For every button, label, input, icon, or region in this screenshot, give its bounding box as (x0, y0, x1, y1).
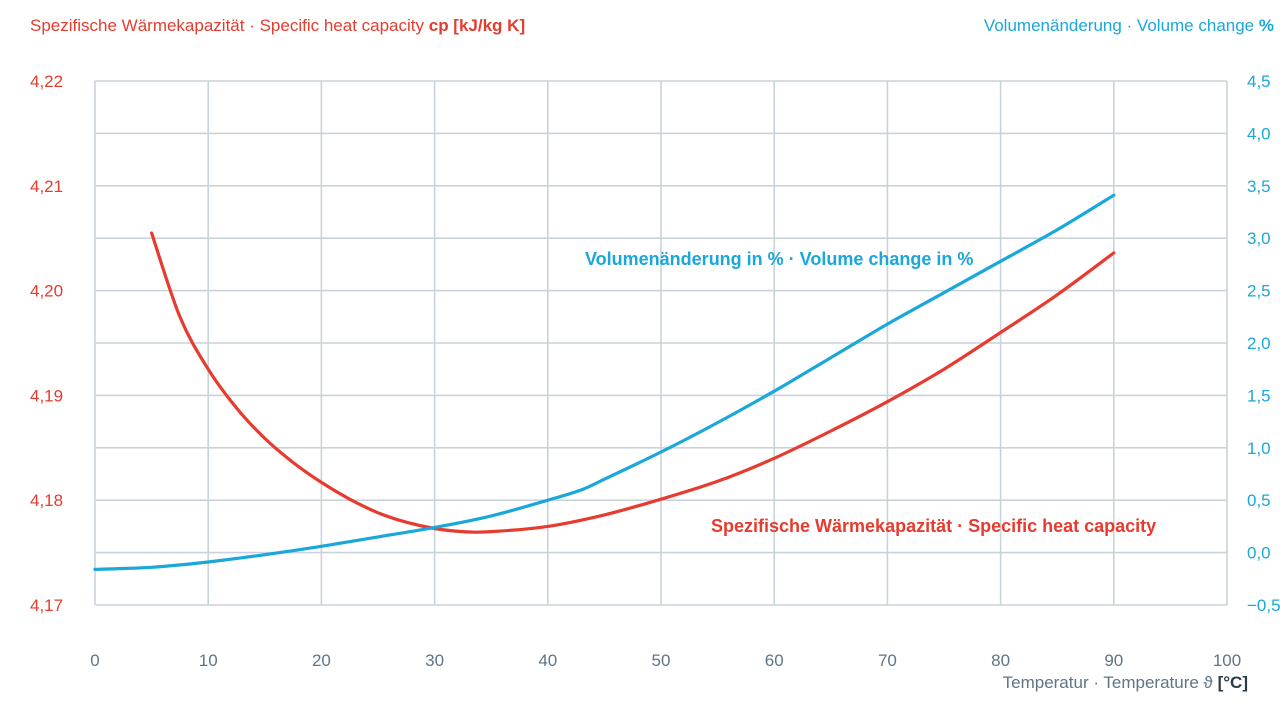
x-tick-label: 20 (312, 651, 331, 670)
x-tick-label: 40 (538, 651, 557, 670)
x-tick-label: 70 (878, 651, 897, 670)
right-tick-label: 2,5 (1247, 282, 1271, 301)
right-axis-title-text: Volumenänderung · Volume change (983, 16, 1255, 35)
x-axis-title: Temperatur · Temperature ϑ [°C] (1003, 673, 1248, 693)
x-tick-label: 80 (991, 651, 1010, 670)
left-axis-title: Spezifische Wärmekapazität · Specific he… (30, 16, 525, 36)
left-tick-label: 4,21 (30, 177, 63, 196)
series-label-volume-change: Volumenänderung in % · Volume change in … (585, 249, 973, 269)
right-tick-label: 1,0 (1247, 439, 1271, 458)
right-tick-label: 3,5 (1247, 177, 1271, 196)
x-tick-label: 60 (765, 651, 784, 670)
right-axis-title: Volumenänderung · Volume change % (984, 16, 1274, 36)
x-tick-label: 30 (425, 651, 444, 670)
right-tick-label: 3,0 (1247, 229, 1271, 248)
right-tick-label: 1,5 (1247, 386, 1271, 405)
right-tick-label: 4,0 (1247, 124, 1271, 143)
right-tick-label: 2,0 (1247, 334, 1271, 353)
series-lines (93, 193, 1116, 571)
x-axis-title-text: Temperatur · Temperature ϑ (1002, 673, 1213, 692)
x-tick-label: 50 (652, 651, 671, 670)
left-axis-title-text: Spezifische Wärmekapazität · Specific he… (30, 16, 425, 35)
x-tick-label: 90 (1104, 651, 1123, 670)
x-tick-label: 10 (199, 651, 218, 670)
left-tick-label: 4,18 (30, 491, 63, 510)
right-tick-label: 0,0 (1247, 544, 1271, 563)
heat-capacity-line (150, 231, 1116, 534)
right-tick-label: −0,5 (1247, 596, 1280, 615)
series-label-heat-capacity: Spezifische Wärmekapazität · Specific he… (711, 516, 1156, 536)
right-tick-label: 0,5 (1247, 491, 1271, 510)
right-axis-unit: % (1258, 16, 1274, 35)
left-axis-unit: cp [kJ/kg K] (428, 16, 526, 35)
left-tick-label: 4,17 (30, 596, 63, 615)
x-axis-unit: [°C] (1217, 673, 1248, 692)
x-tick-label: 100 (1213, 651, 1241, 670)
left-tick-label: 4,22 (30, 72, 63, 91)
volume-change-line (93, 193, 1116, 571)
left-tick-label: 4,20 (30, 282, 63, 301)
x-tick-label: 0 (90, 651, 99, 670)
right-tick-label: 4,5 (1247, 72, 1271, 91)
tick-labels: 4,22 4,21 4,20 4,19 4,18 4,17 4,5 4,0 3,5 3,0 2,5 2… (30, 72, 1280, 670)
left-tick-label: 4,19 (30, 386, 63, 405)
